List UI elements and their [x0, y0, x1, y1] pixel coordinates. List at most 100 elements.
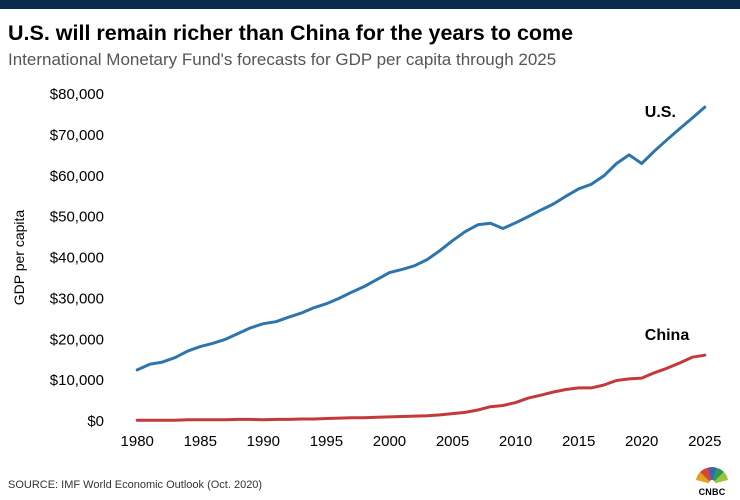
data-point-china	[224, 418, 227, 421]
data-point-china	[703, 354, 706, 357]
logo-wordmark: CNBC	[698, 487, 726, 497]
y-tick-label: $60,000	[50, 168, 104, 185]
y-tick-label: $80,000	[50, 86, 104, 103]
data-point-china	[527, 396, 530, 400]
data-point-u-s	[312, 306, 315, 309]
data-point-china	[602, 383, 606, 387]
y-tick-label: $0	[87, 413, 104, 430]
data-point-u-s	[615, 162, 618, 165]
data-point-china	[211, 418, 215, 421]
data-point-u-s	[236, 332, 240, 335]
data-point-u-s	[426, 258, 429, 261]
x-tick-label: 1980	[121, 433, 154, 450]
data-point-china	[287, 418, 290, 421]
data-point-u-s	[451, 239, 454, 242]
data-point-china	[388, 415, 391, 419]
data-point-u-s	[564, 195, 568, 198]
series-line-u-s	[135, 105, 707, 372]
data-point-china	[615, 379, 618, 382]
y-tick-label: $70,000	[50, 127, 104, 144]
data-point-u-s	[300, 311, 303, 315]
data-point-u-s	[514, 221, 517, 224]
data-point-u-s	[552, 202, 555, 206]
data-point-china	[501, 404, 505, 407]
x-tick-label: 1990	[247, 433, 280, 450]
data-point-u-s	[350, 291, 353, 294]
data-point-china	[691, 356, 694, 359]
data-point-china	[161, 419, 164, 422]
series-annotation-china: China	[645, 327, 690, 344]
data-point-china	[476, 408, 479, 412]
data-point-china	[173, 419, 177, 422]
data-point-u-s	[627, 153, 631, 157]
data-point-u-s	[148, 363, 151, 366]
data-point-u-s	[438, 249, 442, 252]
data-point-u-s	[287, 316, 290, 319]
data-point-u-s	[173, 356, 177, 359]
y-axis-label: GDP per capita	[11, 210, 27, 306]
y-tick-label: $10,000	[50, 372, 104, 389]
y-tick-label: $40,000	[50, 250, 104, 267]
data-point-china	[300, 417, 303, 421]
peacock-icon	[696, 467, 728, 486]
data-point-china	[148, 419, 151, 422]
data-point-u-s	[136, 368, 139, 372]
data-point-china	[438, 413, 442, 417]
data-point-u-s	[691, 116, 694, 120]
data-point-u-s	[224, 338, 227, 341]
data-point-china	[640, 376, 643, 380]
chart-subtitle: International Monetary Fund's forecasts …	[8, 50, 557, 69]
data-point-china	[325, 417, 328, 420]
data-point-u-s	[363, 285, 366, 288]
y-tick-label: $20,000	[50, 331, 104, 348]
x-tick-label: 2010	[499, 433, 532, 450]
data-point-china	[236, 418, 240, 421]
data-point-u-s	[161, 360, 164, 364]
x-tick-label: 2000	[373, 433, 406, 450]
data-point-u-s	[388, 271, 391, 274]
series-line-china	[135, 353, 707, 422]
series-annotation-u-s: U.S.	[645, 104, 676, 121]
data-point-china	[375, 416, 379, 419]
data-point-china	[577, 386, 580, 390]
cnbc-logo: CNBC	[690, 462, 734, 498]
data-point-u-s	[489, 222, 492, 225]
data-point-china	[350, 416, 353, 419]
data-point-china	[627, 377, 631, 381]
data-point-china	[413, 414, 416, 418]
data-point-u-s	[274, 320, 278, 323]
chart-title: U.S. will remain richer than China for t…	[8, 21, 574, 45]
data-point-u-s	[325, 302, 328, 305]
data-point-u-s	[413, 264, 416, 267]
data-point-u-s	[527, 215, 530, 218]
data-point-china	[363, 416, 366, 419]
x-tick-label: 1985	[184, 433, 217, 450]
data-point-u-s	[463, 230, 467, 233]
data-point-china	[426, 414, 429, 417]
data-point-u-s	[262, 322, 265, 325]
data-point-china	[665, 367, 669, 370]
data-point-china	[489, 405, 492, 408]
data-point-u-s	[199, 345, 202, 348]
data-point-u-s	[249, 326, 252, 329]
y-tick-label: $30,000	[50, 290, 104, 307]
data-point-u-s	[337, 297, 341, 300]
x-tick-label: 2015	[562, 433, 595, 450]
data-point-china	[564, 388, 568, 391]
data-point-u-s	[476, 223, 479, 226]
data-point-china	[400, 415, 404, 418]
data-point-china	[337, 416, 341, 420]
data-point-u-s	[375, 278, 379, 281]
top-color-bar	[0, 0, 740, 9]
data-point-china	[552, 390, 555, 394]
data-point-china	[539, 394, 542, 397]
data-point-u-s	[211, 342, 215, 345]
data-point-u-s	[539, 208, 542, 212]
y-tick-label: $50,000	[50, 209, 104, 226]
data-point-u-s	[501, 227, 505, 230]
x-tick-label: 2020	[625, 433, 658, 450]
data-point-u-s	[400, 268, 404, 271]
source-note: SOURCE: IMF World Economic Outlook (Oct.…	[8, 479, 263, 491]
data-point-china	[678, 361, 681, 365]
data-point-china	[262, 418, 265, 421]
